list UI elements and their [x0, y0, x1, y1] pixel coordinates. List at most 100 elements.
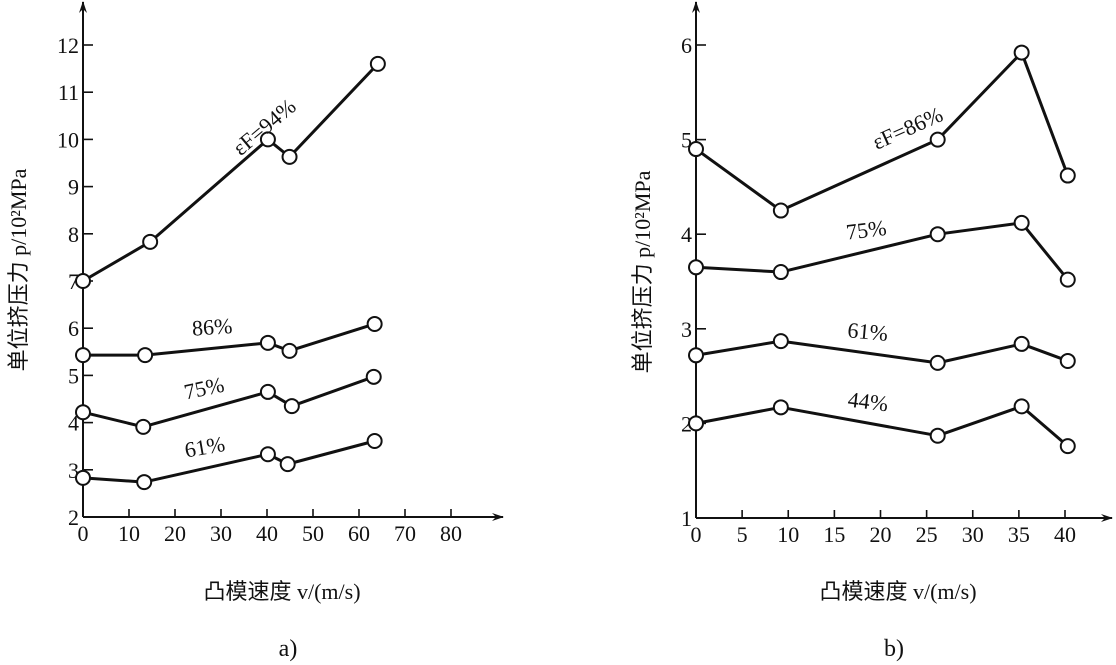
x-tick-label: 40	[256, 521, 278, 546]
data-point	[369, 55, 386, 72]
panel-label: b)	[884, 636, 904, 662]
data-point	[1013, 214, 1030, 231]
series: 61%	[75, 431, 383, 491]
data-point	[1013, 44, 1030, 61]
x-tick-label: 70	[394, 521, 416, 546]
y-tick-label: 11	[58, 80, 79, 105]
data-point	[929, 226, 946, 243]
data-point	[772, 202, 789, 219]
y-axis-title: 单位挤压力 p/10²MPa	[6, 168, 31, 371]
y-tick-label: 9	[68, 175, 79, 200]
series-line	[82, 439, 376, 484]
data-point	[75, 404, 91, 421]
series-label: 86%	[191, 313, 233, 341]
x-tick-label: 80	[440, 521, 462, 546]
data-point	[283, 398, 300, 415]
series-label: 44%	[847, 387, 890, 417]
panel-label: a)	[279, 636, 298, 662]
data-point	[259, 446, 276, 463]
data-point	[279, 456, 296, 473]
y-tick-label: 2	[681, 411, 692, 436]
series-label: 61%	[847, 317, 889, 345]
data-point	[366, 315, 383, 332]
data-point	[1059, 438, 1076, 455]
chart-b: 0 5 10 15 20 25 30 35 40 1 2 3 4 5 6 εF=86%75% 61% 44% 凸…	[630, 1, 1113, 662]
x-axis-title: 凸模速度 v/(m/s)	[819, 579, 976, 604]
y-tick-label: 8	[68, 222, 79, 247]
data-point	[688, 259, 704, 276]
data-point	[281, 148, 298, 165]
x-tick-label: 25	[916, 522, 938, 547]
series-line	[82, 375, 375, 429]
series: 44%	[688, 387, 1076, 455]
data-point	[772, 333, 789, 350]
y-tick-label: 3	[681, 317, 692, 342]
y-tick-label: 6	[68, 316, 79, 341]
data-point	[1059, 167, 1076, 184]
data-point	[259, 131, 276, 148]
data-point	[259, 383, 276, 400]
series-label: 75%	[182, 372, 227, 405]
x-tick-label: 10	[118, 521, 140, 546]
x-tick-label: 35	[1008, 522, 1030, 547]
data-point	[688, 415, 704, 432]
y-tick-label: 3	[68, 458, 79, 483]
data-point	[75, 347, 91, 364]
x-tick-label: 10	[777, 522, 799, 547]
data-point	[772, 264, 789, 281]
y-tick-label: 7	[68, 269, 79, 294]
data-point	[259, 334, 276, 351]
data-point	[1059, 352, 1076, 369]
series: εF=86%	[688, 44, 1076, 219]
y-tick-label: 5	[68, 363, 79, 388]
data-point	[929, 131, 946, 148]
x-tick-label: 60	[348, 521, 370, 546]
series: 86%	[75, 313, 383, 364]
series: 61%	[688, 317, 1076, 371]
x-tick-label: 15	[823, 522, 845, 547]
data-point	[688, 347, 704, 364]
x-tick-label: 30	[962, 522, 984, 547]
data-point	[281, 342, 298, 359]
x-tick-label: 50	[302, 521, 324, 546]
data-point	[929, 427, 946, 444]
x-tick-label: 20	[870, 522, 892, 547]
x-axis-title: 凸模速度 v/(m/s)	[203, 579, 360, 604]
data-point	[365, 368, 382, 385]
series: 75%	[688, 214, 1076, 288]
data-point	[1013, 335, 1030, 352]
series-label: 75%	[845, 215, 888, 245]
data-point	[135, 418, 152, 435]
y-tick-label: 2	[68, 505, 79, 530]
series-line	[82, 62, 379, 283]
y-tick-label: 1	[681, 506, 692, 531]
data-point	[1059, 271, 1076, 288]
data-point	[142, 233, 159, 250]
y-tick-label: 12	[57, 33, 79, 58]
x-tick-label: 40	[1054, 522, 1076, 547]
data-point	[688, 141, 704, 158]
data-point	[366, 433, 383, 450]
series: εF=94%	[75, 55, 386, 289]
x-tick-label: 0	[78, 521, 89, 546]
y-axis-title: 单位挤压力 p/10²MPa	[630, 170, 655, 373]
x-tick-label: 20	[164, 521, 186, 546]
data-point	[772, 399, 789, 416]
chart-a: 0 10 20 30 40 50 60 70 80 2 3 4 5 6 7 8 9 10 11 12 εF=94% 86…	[6, 1, 504, 662]
x-tick-label: 30	[210, 521, 232, 546]
data-point	[136, 474, 153, 491]
data-point	[1013, 398, 1030, 415]
x-tick-label: 5	[737, 522, 748, 547]
data-point	[75, 273, 91, 289]
data-point	[137, 347, 154, 364]
data-point	[929, 354, 946, 371]
series: 75%	[75, 368, 382, 435]
y-tick-label: 4	[68, 411, 79, 436]
x-tick-label: 0	[691, 522, 702, 547]
y-tick-label: 10	[57, 127, 79, 152]
data-point	[75, 469, 91, 486]
y-tick-label: 5	[681, 128, 692, 153]
y-tick-label: 4	[681, 222, 692, 247]
series-label: 61%	[183, 431, 227, 463]
